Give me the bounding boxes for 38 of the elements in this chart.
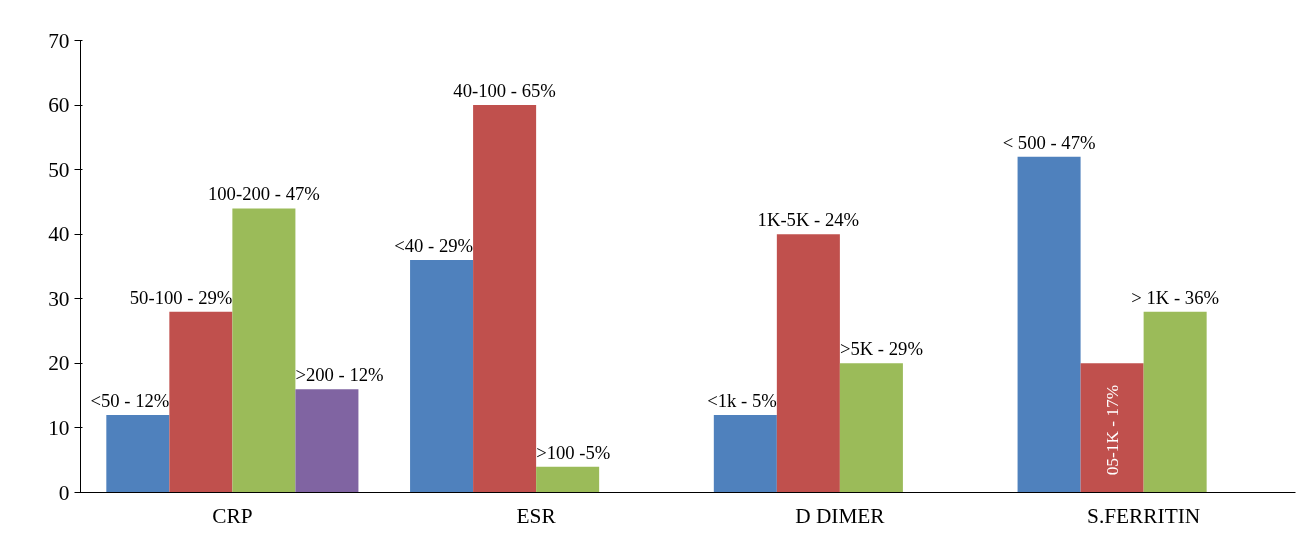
annotation: < 500 - 47%	[1002, 131, 1096, 153]
bar	[473, 105, 537, 493]
annotation: <50 - 12%	[90, 390, 170, 412]
annotation: 1K-5K - 24%	[757, 209, 860, 231]
x-tick-label: CRP	[212, 503, 253, 528]
y-tick-label: 60	[48, 93, 70, 118]
bar	[536, 466, 600, 493]
annotation: 100-200 - 47%	[207, 183, 320, 205]
y-tick-label: 0	[58, 480, 70, 505]
bar	[410, 260, 474, 493]
annotation: 05-1K - 17%	[1102, 384, 1122, 476]
x-tick-label: ESR	[516, 503, 557, 528]
y-tick-label: 30	[48, 286, 70, 311]
x-tick-label: S.FERRITIN	[1087, 503, 1201, 528]
y-tick-label: 10	[48, 415, 70, 440]
bar	[1143, 311, 1207, 493]
y-tick-label: 50	[48, 157, 70, 182]
annotation: 50-100 - 29%	[129, 286, 233, 308]
annotation: > 1K - 36%	[1131, 286, 1220, 308]
bar	[1017, 156, 1081, 493]
bar	[106, 415, 170, 493]
bar	[713, 415, 777, 493]
annotation: <40 - 29%	[394, 235, 474, 257]
bar	[1080, 363, 1144, 493]
y-tick-label: 70	[48, 28, 70, 53]
annotation: >100 -5%	[536, 441, 611, 463]
bar	[295, 389, 359, 493]
bar	[169, 311, 233, 493]
x-tick-label: D DIMER	[795, 503, 886, 528]
y-tick-label: 20	[48, 351, 70, 376]
bar	[776, 234, 840, 493]
y-tick-label: 40	[48, 222, 70, 247]
annotation: >200 - 12%	[295, 364, 384, 386]
bar	[839, 363, 903, 493]
annotation: >5K - 29%	[839, 338, 923, 360]
annotation: <1k - 5%	[707, 390, 777, 412]
bar	[232, 208, 296, 493]
annotation: 40-100 - 65%	[453, 80, 556, 102]
